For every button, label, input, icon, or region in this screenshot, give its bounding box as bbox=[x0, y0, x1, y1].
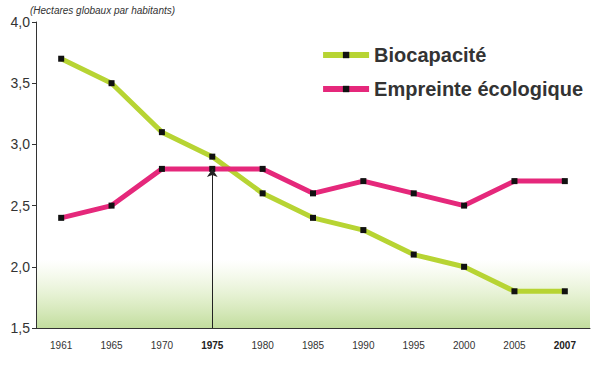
svg-text:2,0: 2,0 bbox=[11, 259, 31, 275]
svg-text:1985: 1985 bbox=[302, 340, 325, 351]
svg-text:2,5: 2,5 bbox=[11, 198, 31, 214]
svg-text:4,0: 4,0 bbox=[11, 14, 31, 30]
svg-text:1961: 1961 bbox=[50, 340, 73, 351]
svg-text:3,0: 3,0 bbox=[11, 136, 31, 152]
svg-text:2007: 2007 bbox=[554, 340, 577, 351]
svg-text:1975: 1975 bbox=[201, 340, 224, 351]
svg-text:Biocapacité: Biocapacité bbox=[374, 44, 486, 66]
svg-text:1995: 1995 bbox=[403, 340, 426, 351]
svg-text:3,5: 3,5 bbox=[11, 75, 31, 91]
svg-text:1980: 1980 bbox=[252, 340, 275, 351]
svg-text:2000: 2000 bbox=[453, 340, 476, 351]
svg-text:2005: 2005 bbox=[503, 340, 526, 351]
svg-text:(Hectares globaux par habitant: (Hectares globaux par habitants) bbox=[30, 5, 175, 16]
svg-text:1970: 1970 bbox=[151, 340, 174, 351]
svg-text:Empreinte écologique: Empreinte écologique bbox=[374, 78, 583, 100]
svg-text:1,5: 1,5 bbox=[11, 320, 31, 336]
svg-text:1965: 1965 bbox=[100, 340, 123, 351]
svg-text:1990: 1990 bbox=[352, 340, 375, 351]
